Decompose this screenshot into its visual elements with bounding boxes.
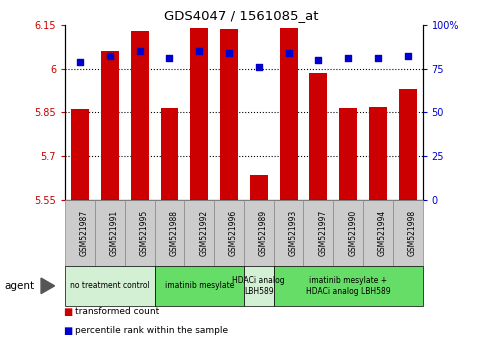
- Bar: [220, 29, 238, 200]
- Bar: [250, 175, 268, 200]
- Text: GSM521992: GSM521992: [199, 210, 208, 256]
- Bar: [71, 109, 89, 200]
- Text: GSM521990: GSM521990: [348, 210, 357, 256]
- Text: imatinib mesylate +
HDACi analog LBH589: imatinib mesylate + HDACi analog LBH589: [306, 276, 390, 296]
- Point: [106, 53, 114, 59]
- Bar: [190, 28, 208, 200]
- Text: GSM521998: GSM521998: [408, 210, 417, 256]
- Point: [225, 50, 233, 56]
- Text: no treatment control: no treatment control: [70, 281, 150, 290]
- Bar: [280, 28, 298, 200]
- Text: GSM521987: GSM521987: [80, 210, 89, 256]
- Text: GSM521993: GSM521993: [289, 210, 298, 256]
- Bar: [131, 31, 149, 200]
- Text: ■: ■: [63, 307, 72, 316]
- Point: [76, 59, 84, 64]
- Point: [166, 55, 173, 61]
- Bar: [399, 89, 417, 200]
- Text: percentile rank within the sample: percentile rank within the sample: [75, 326, 228, 336]
- Bar: [101, 51, 119, 200]
- Text: agent: agent: [5, 281, 35, 291]
- Bar: [369, 107, 387, 200]
- Point: [344, 55, 352, 61]
- Text: HDACi analog
LBH589: HDACi analog LBH589: [232, 276, 285, 296]
- Point: [404, 53, 412, 59]
- Text: GDS4047 / 1561085_at: GDS4047 / 1561085_at: [164, 9, 319, 22]
- Point: [255, 64, 263, 70]
- Text: GSM521994: GSM521994: [378, 210, 387, 256]
- Bar: [310, 73, 327, 200]
- Text: GSM521991: GSM521991: [110, 210, 119, 256]
- Text: ■: ■: [63, 326, 72, 336]
- Text: GSM521997: GSM521997: [318, 210, 327, 256]
- Bar: [339, 108, 357, 200]
- Bar: [160, 108, 178, 200]
- Text: imatinib mesylate: imatinib mesylate: [165, 281, 234, 290]
- Point: [136, 48, 143, 54]
- Text: GSM521996: GSM521996: [229, 210, 238, 256]
- Text: transformed count: transformed count: [75, 307, 159, 316]
- Point: [374, 55, 382, 61]
- Point: [314, 57, 322, 63]
- Point: [285, 50, 293, 56]
- Text: GSM521995: GSM521995: [140, 210, 149, 256]
- Text: GSM521989: GSM521989: [259, 210, 268, 256]
- Text: GSM521988: GSM521988: [170, 210, 178, 256]
- Point: [196, 48, 203, 54]
